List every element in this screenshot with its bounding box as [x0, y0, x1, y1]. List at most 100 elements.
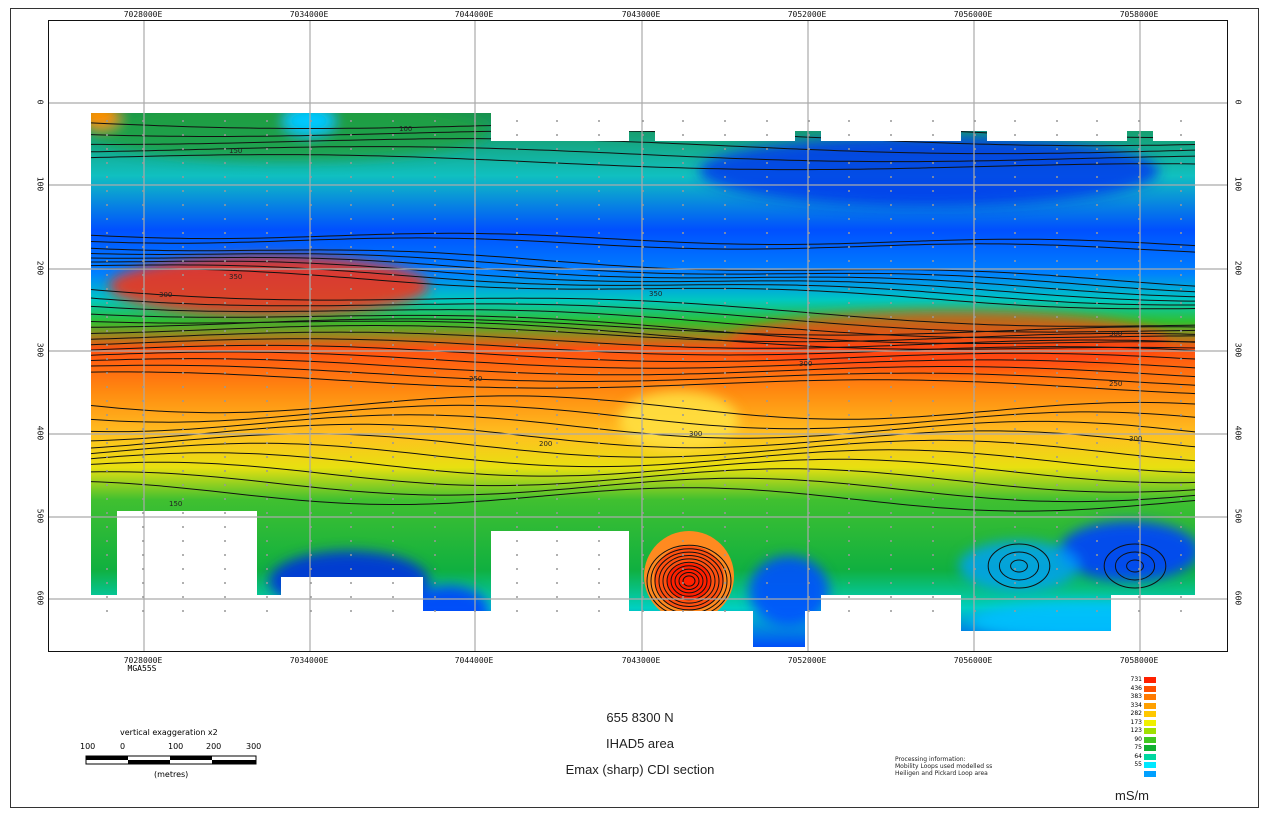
station-dot	[1056, 218, 1058, 220]
station-dot	[932, 176, 934, 178]
station-dot	[434, 148, 436, 150]
station-dot	[1056, 442, 1058, 444]
station-dot	[182, 344, 184, 346]
station-dot	[516, 386, 518, 388]
station-dot	[974, 372, 976, 374]
station-dot	[224, 386, 226, 388]
station-dot	[392, 176, 394, 178]
station-dot	[106, 372, 108, 374]
station-dot	[848, 484, 850, 486]
contour-line	[91, 252, 1195, 293]
station-dot	[682, 526, 684, 528]
station-dot	[766, 260, 768, 262]
station-dot	[766, 288, 768, 290]
station-dot	[766, 400, 768, 402]
station-dot	[724, 400, 726, 402]
station-dot	[682, 344, 684, 346]
station-dot	[516, 428, 518, 430]
station-dot	[310, 526, 312, 528]
station-dot	[724, 190, 726, 192]
station-dot	[434, 190, 436, 192]
station-dot	[1056, 414, 1058, 416]
station-dot	[598, 386, 600, 388]
station-dot	[1096, 442, 1098, 444]
station-dot	[392, 414, 394, 416]
station-dot	[1056, 190, 1058, 192]
colorbar-label: 55	[1134, 761, 1142, 768]
station-dot	[1138, 456, 1140, 458]
station-dot	[642, 484, 644, 486]
station-dot	[106, 120, 108, 122]
station-dot	[142, 596, 144, 598]
station-dot	[598, 484, 600, 486]
station-dot	[474, 316, 476, 318]
station-dot	[1138, 442, 1140, 444]
station-dot	[848, 204, 850, 206]
station-dot	[392, 134, 394, 136]
station-dot	[266, 316, 268, 318]
station-dot	[766, 316, 768, 318]
station-dot	[1096, 148, 1098, 150]
station-dot	[766, 610, 768, 612]
station-dot	[724, 358, 726, 360]
station-dot	[724, 526, 726, 528]
station-dot	[724, 540, 726, 542]
station-dot	[1014, 344, 1016, 346]
station-dot	[350, 386, 352, 388]
station-dot	[1056, 428, 1058, 430]
station-dot	[808, 288, 810, 290]
station-dot	[974, 344, 976, 346]
station-dot	[434, 302, 436, 304]
station-dot	[932, 274, 934, 276]
station-dot	[266, 414, 268, 416]
station-dot	[890, 526, 892, 528]
station-dot	[434, 330, 436, 332]
station-dot	[890, 204, 892, 206]
figure-frame	[10, 8, 1259, 808]
station-dot	[310, 512, 312, 514]
station-dot	[182, 582, 184, 584]
station-dot	[474, 330, 476, 332]
station-dot	[808, 498, 810, 500]
y-tick-left: 500	[35, 508, 45, 524]
station-dot	[890, 512, 892, 514]
station-dot	[474, 218, 476, 220]
station-dot	[848, 344, 850, 346]
station-dot	[516, 316, 518, 318]
station-dot	[974, 302, 976, 304]
station-dot	[106, 610, 108, 612]
contour-loop	[1103, 543, 1167, 589]
station-dot	[266, 204, 268, 206]
station-dot	[434, 260, 436, 262]
station-dot	[1014, 302, 1016, 304]
station-dot	[1014, 316, 1016, 318]
station-dot	[1014, 358, 1016, 360]
station-dot	[266, 260, 268, 262]
station-dot	[808, 190, 810, 192]
station-dot	[556, 372, 558, 374]
station-dot	[642, 134, 644, 136]
station-dot	[224, 344, 226, 346]
station-dot	[642, 540, 644, 542]
station-dot	[556, 400, 558, 402]
station-dot	[890, 358, 892, 360]
station-dot	[350, 470, 352, 472]
station-dot	[266, 134, 268, 136]
station-dot	[724, 568, 726, 570]
station-dot	[1056, 512, 1058, 514]
scale-tick-0: 100	[80, 742, 96, 751]
station-dot	[434, 232, 436, 234]
station-dot	[598, 134, 600, 136]
station-dot	[350, 358, 352, 360]
station-dot	[142, 358, 144, 360]
station-dot	[890, 540, 892, 542]
station-dot	[392, 190, 394, 192]
station-dot	[350, 246, 352, 248]
station-dot	[1056, 134, 1058, 136]
station-dot	[474, 358, 476, 360]
station-dot	[1056, 610, 1058, 612]
station-dot	[434, 414, 436, 416]
x-tick-top: 7058000E	[1119, 10, 1159, 19]
station-dot	[434, 288, 436, 290]
station-dot	[224, 456, 226, 458]
